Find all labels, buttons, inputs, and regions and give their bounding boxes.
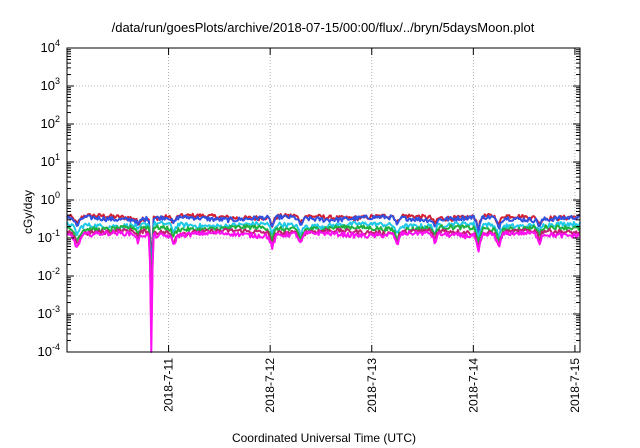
- tick-labels: 10-4 10-3 10-2 10-1 100 101 102 103 104 2018-7-11…: [38, 38, 582, 413]
- series-line-series-6: [66, 230, 581, 353]
- y-tick-label: 103: [41, 76, 60, 93]
- y-tick-label: 102: [41, 114, 60, 131]
- x-tick-label: 2018-7-11: [162, 358, 176, 412]
- y-axis-label: cGy/day: [21, 190, 35, 234]
- y-tick-label: 10-2: [38, 266, 60, 283]
- series-line-series-5: [66, 227, 581, 336]
- y-tick-label: 10-1: [38, 228, 60, 245]
- y-tick-label: 10-4: [38, 342, 60, 359]
- series-line-series-4: [66, 224, 581, 317]
- y-tick-label: 101: [41, 152, 60, 169]
- x-tick-label: 2018-7-12: [263, 358, 277, 413]
- chart-title: /data/run/goesPlots/archive/2018-07-15/0…: [112, 20, 535, 35]
- x-tick-label: 2018-7-13: [365, 358, 379, 413]
- series-layer: [66, 212, 581, 353]
- plot-frame: [66, 47, 581, 353]
- grid: [67, 47, 580, 353]
- x-tick-label: 2018-7-15: [568, 358, 582, 413]
- tick-marks: [67, 47, 580, 353]
- x-tick-label: 2018-7-14: [466, 358, 480, 413]
- x-axis-label: Coordinated Universal Time (UTC): [232, 431, 416, 445]
- series-line-series-2: [66, 214, 581, 277]
- y-tick-label: 104: [41, 38, 60, 55]
- y-tick-label: 10-3: [38, 304, 60, 321]
- y-tick-label: 100: [41, 190, 60, 207]
